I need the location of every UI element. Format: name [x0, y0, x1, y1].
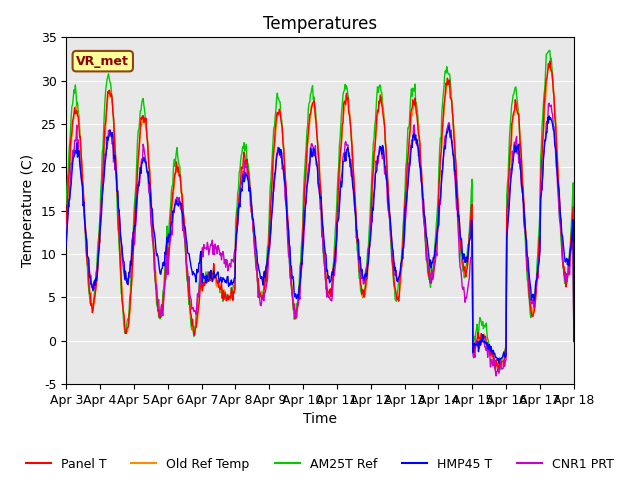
X-axis label: Time: Time [303, 412, 337, 426]
Text: VR_met: VR_met [76, 55, 129, 68]
Title: Temperatures: Temperatures [263, 15, 377, 33]
Y-axis label: Temperature (C): Temperature (C) [21, 154, 35, 267]
Legend: Panel T, Old Ref Temp, AM25T Ref, HMP45 T, CNR1 PRT: Panel T, Old Ref Temp, AM25T Ref, HMP45 … [21, 453, 619, 476]
